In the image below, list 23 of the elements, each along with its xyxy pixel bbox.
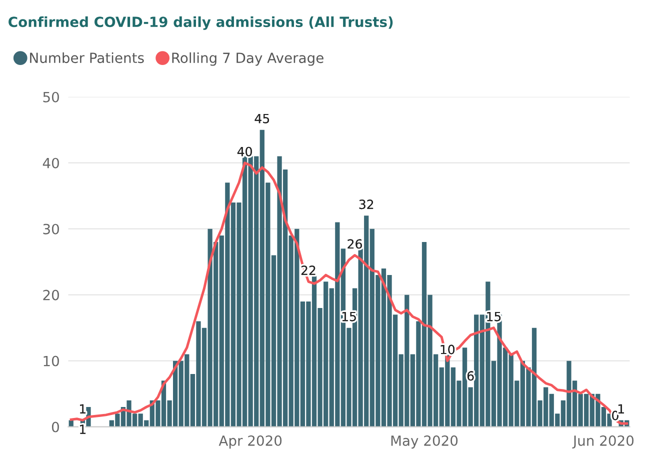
chart-title: Confirmed COVID-19 daily admissions (All Trusts)	[8, 16, 393, 30]
data-label: 40	[237, 146, 252, 156]
data-label: 1	[618, 404, 624, 414]
data-label: 1	[80, 404, 86, 414]
legend-label: Number Patients	[30, 52, 144, 64]
data-label: 45	[254, 114, 270, 124]
data-label: 32	[359, 200, 374, 210]
data-label: 15	[342, 312, 356, 322]
data-label: 15	[487, 312, 501, 322]
y-tick-label: 10	[44, 356, 59, 366]
data-label: 6	[467, 371, 474, 381]
y-tick-label: 0	[52, 422, 59, 432]
y-tick-label: 40	[42, 158, 59, 168]
x-tick-label: Apr 2020	[218, 435, 282, 449]
x-tick-label: May 2020	[391, 435, 458, 449]
data-label: 26	[348, 239, 362, 249]
y-tick-label: 30	[43, 224, 59, 234]
data-label: 1	[80, 424, 86, 434]
y-tick-label: 20	[43, 290, 59, 300]
y-tick-label: 50	[43, 92, 59, 102]
legend-label: Rolling 7 Day Average	[172, 52, 324, 66]
line-series	[70, 162, 628, 425]
x-tick-label: Jun 2020	[572, 435, 634, 448]
